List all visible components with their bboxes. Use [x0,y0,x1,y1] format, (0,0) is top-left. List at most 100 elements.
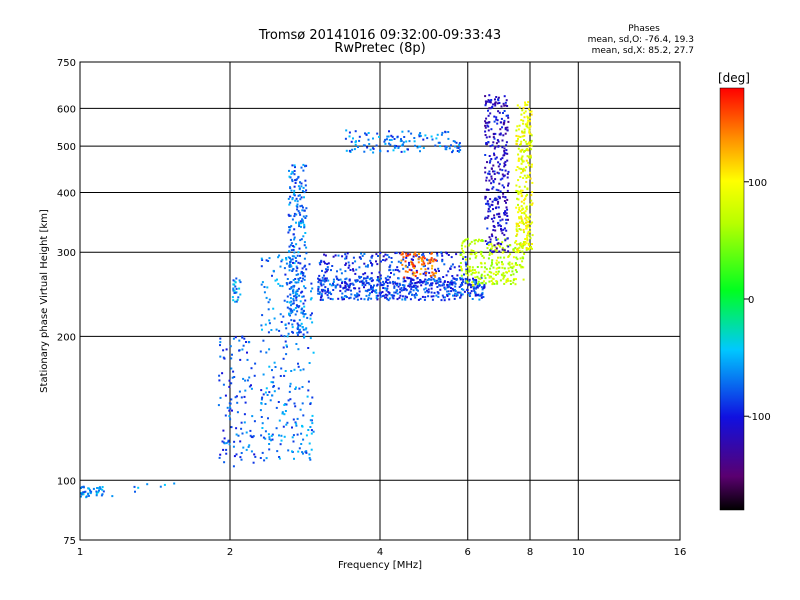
data-point [240,427,243,430]
data-point [503,282,506,285]
data-point [501,184,504,187]
data-point [341,296,344,299]
data-point [385,289,388,292]
data-point [242,344,245,347]
data-point [465,265,468,268]
data-point [481,282,484,285]
data-point [517,157,520,160]
data-point [516,223,519,225]
data-point [529,177,532,180]
data-point [396,282,399,285]
data-point [289,281,292,284]
data-point [97,491,100,494]
data-point [303,209,306,212]
data-point [294,182,297,184]
data-point [329,297,332,300]
data-point [268,298,271,301]
data-point [413,253,416,256]
data-point [282,425,285,428]
data-point [437,278,440,281]
data-point [330,293,333,296]
data-point [440,252,443,255]
data-point [491,281,494,284]
data-point [471,271,474,274]
data-point [517,137,519,140]
data-point [286,335,289,338]
data-point [309,314,312,317]
data-point [522,228,525,231]
data-point [419,134,422,137]
data-point [488,161,491,164]
data-point [279,313,282,316]
data-point [260,434,263,437]
data-point [239,440,242,443]
data-point [486,247,489,250]
data-point [303,265,306,268]
data-point [373,284,375,287]
data-point [298,194,301,197]
data-point [358,266,361,269]
data-point [397,147,400,149]
data-point [523,112,526,115]
data-point [495,267,498,270]
data-point [262,373,265,376]
data-point [413,140,416,143]
data-point [301,190,304,192]
data-point [302,302,305,305]
data-point [521,260,524,263]
data-point [467,284,470,287]
data-point [309,298,312,301]
data-point [465,270,468,273]
data-point [424,287,427,290]
data-point [529,213,532,216]
data-point [409,298,412,301]
data-point [483,270,486,273]
data-point [304,184,307,187]
data-point [452,149,454,152]
data-point [296,254,299,257]
data-point [387,299,390,302]
data-point [442,276,445,278]
data-point [271,394,274,397]
data-point [525,166,528,169]
data-point [232,465,235,468]
data-point [419,297,422,300]
data-point [266,394,269,396]
data-point [292,302,295,305]
data-point [508,263,511,266]
data-point [291,310,294,313]
data-point [413,264,416,267]
data-point [523,199,526,202]
data-point [487,215,490,218]
data-point [413,272,416,275]
data-point [312,430,315,433]
data-point [489,159,492,162]
data-point [508,244,511,246]
data-point [449,282,452,285]
data-point [437,292,440,295]
data-point [492,170,494,173]
data-point [426,137,429,140]
data-point [280,321,283,323]
data-point [521,250,524,253]
data-point [408,277,411,279]
data-point [305,207,308,210]
data-point [297,210,300,213]
data-point [327,289,330,292]
data-point [454,292,457,295]
data-point [82,485,85,488]
data-point [318,274,321,277]
data-point [243,395,246,398]
data-point [407,148,409,151]
data-point [81,486,84,489]
data-point [309,337,312,340]
data-point [312,351,315,354]
data-point [426,289,428,292]
data-point [372,289,375,292]
data-point [528,234,531,237]
data-point [389,143,392,146]
data-point [87,492,90,495]
data-point [497,201,500,203]
data-point [473,272,476,274]
data-point [234,336,237,339]
